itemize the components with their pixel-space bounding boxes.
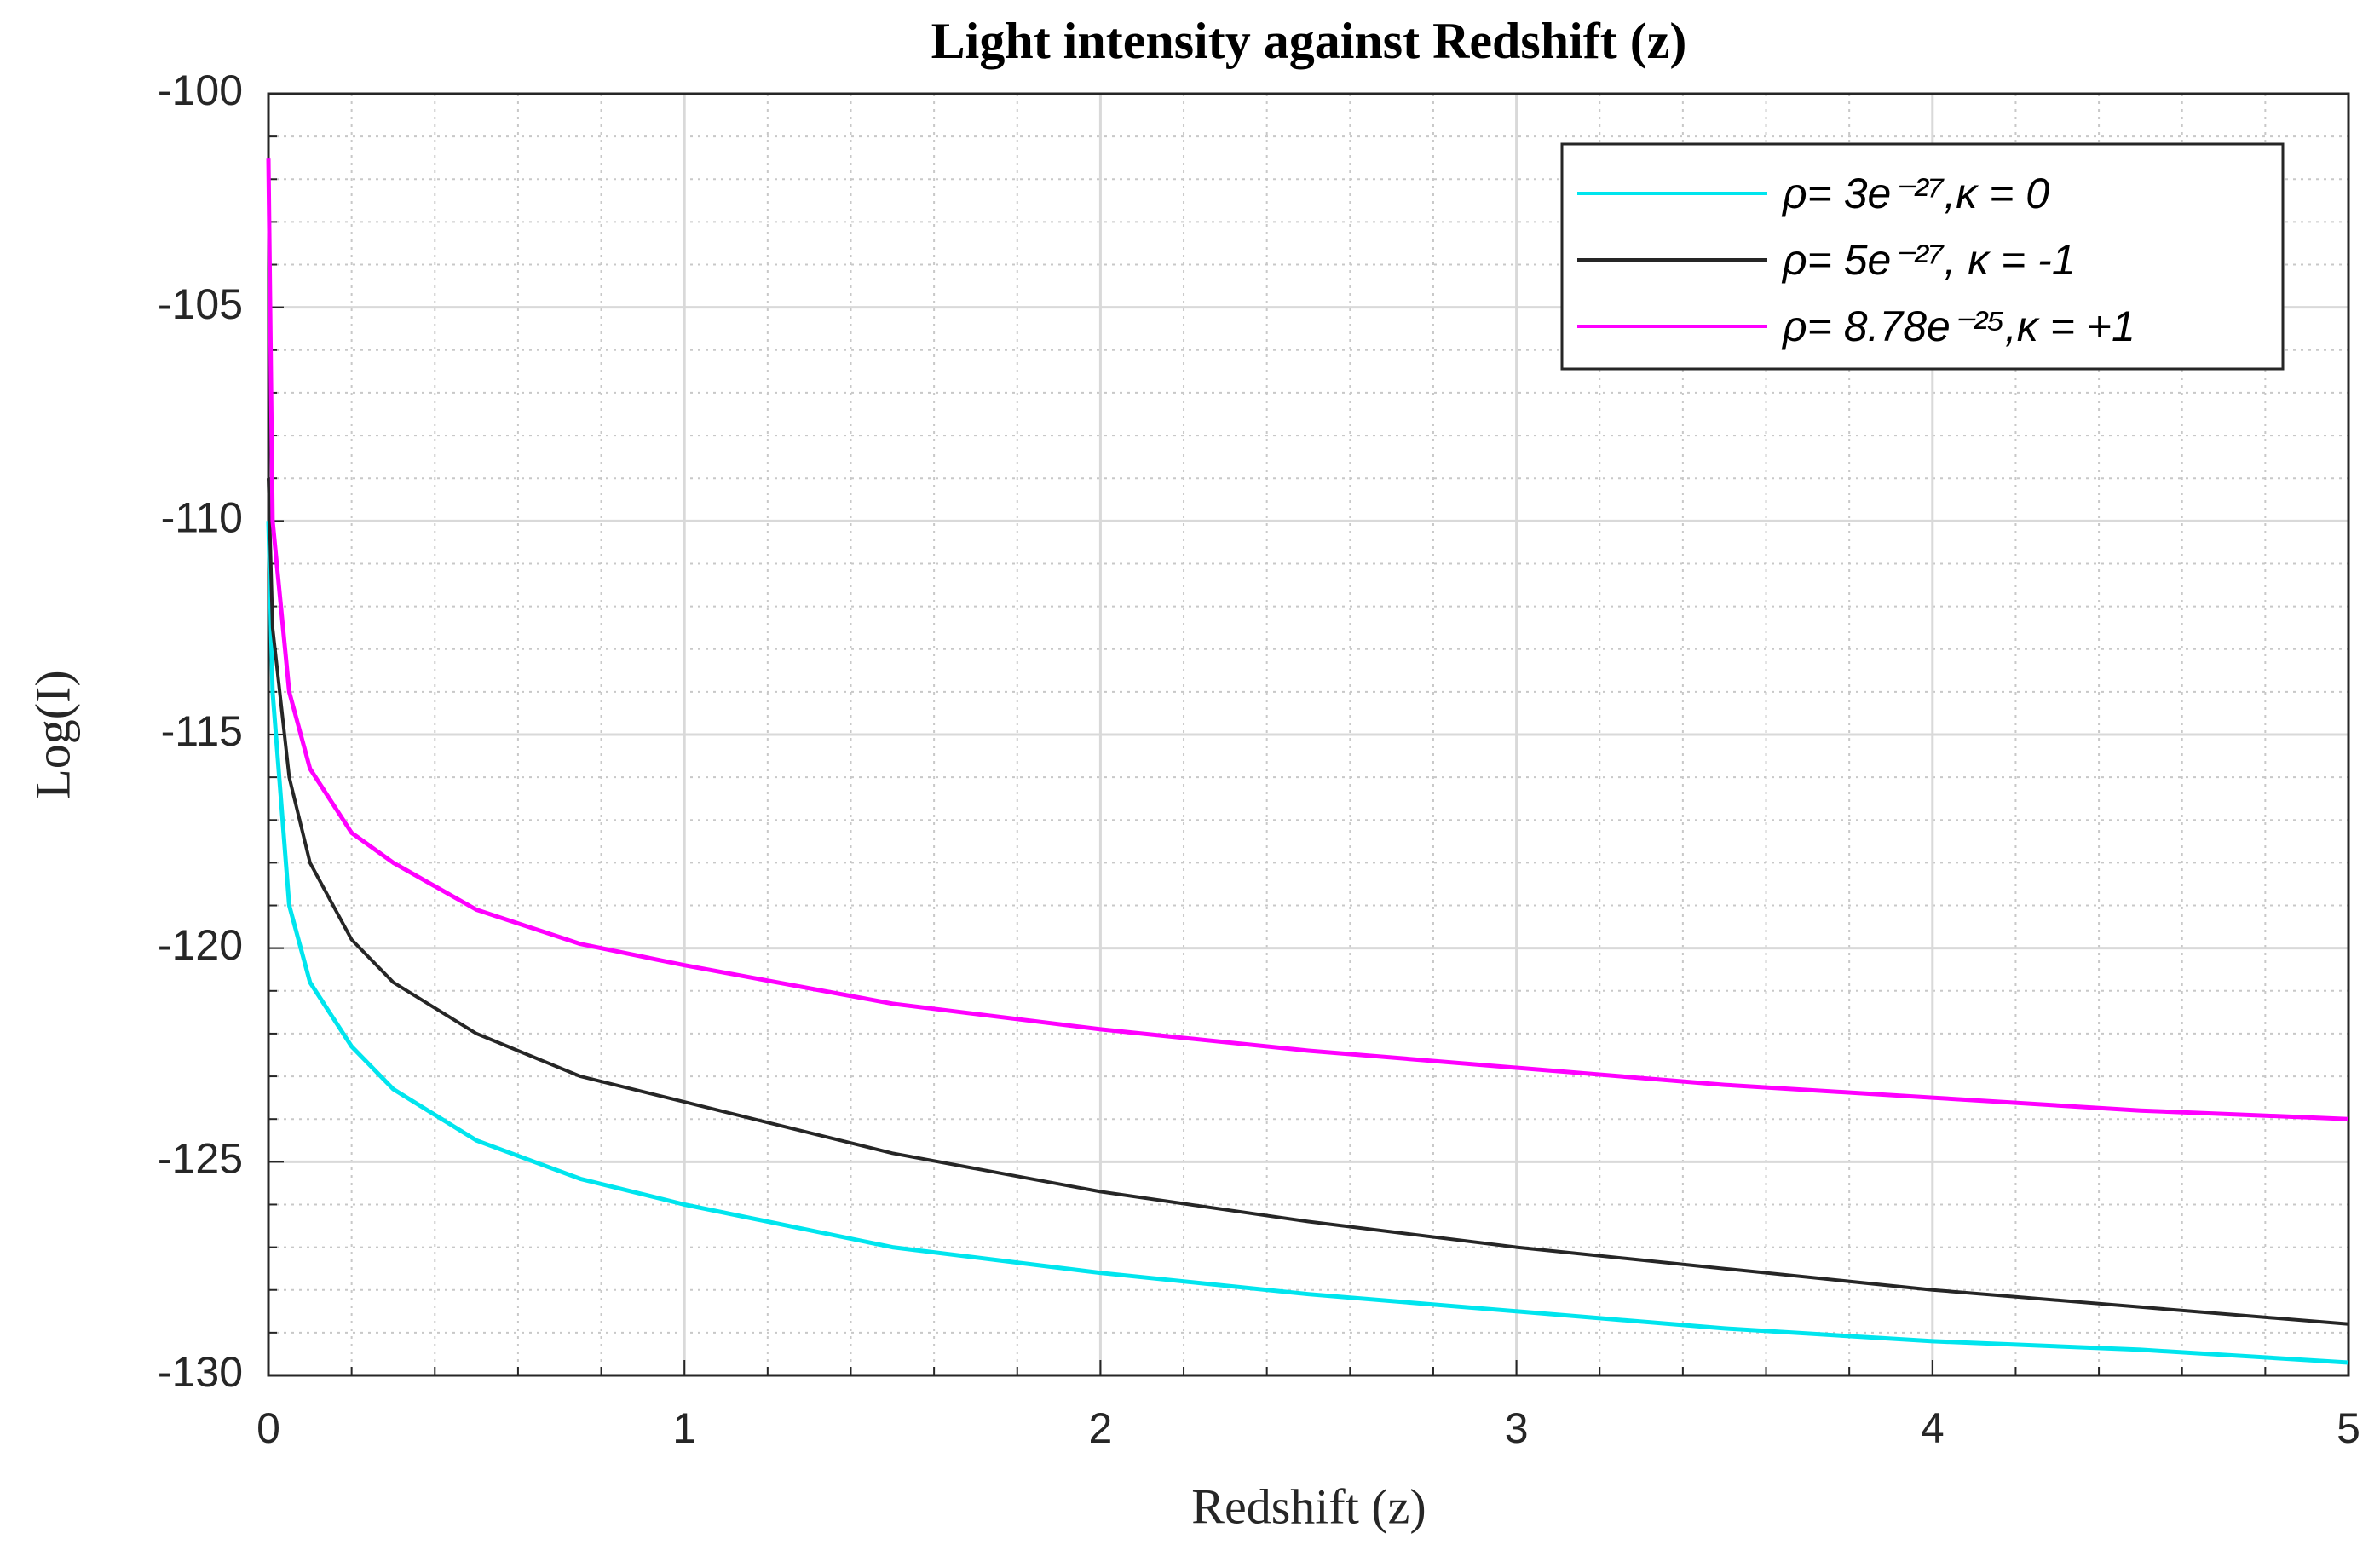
x-tick-label: 3 <box>1505 1404 1529 1452</box>
x-tick-label: 1 <box>672 1404 696 1452</box>
legend-label: ρ= 5e⁻²⁷, κ = -1 <box>1781 236 2076 284</box>
series-line <box>266 521 2349 1365</box>
legend-label: ρ= 3e⁻²⁷,κ = 0 <box>1781 170 2049 217</box>
y-tick-label: -115 <box>161 707 243 755</box>
y-tick-label: -110 <box>161 494 243 542</box>
x-tick-label: 2 <box>1088 1404 1112 1452</box>
x-tick-label: 0 <box>256 1404 280 1452</box>
y-tick-label: -125 <box>158 1135 243 1183</box>
plot-frame <box>267 92 2350 1377</box>
x-tick-label: 5 <box>2337 1404 2360 1452</box>
y-tick-label: -130 <box>158 1348 243 1396</box>
y-tick-label: -100 <box>158 66 243 114</box>
chart-title: Light intensity against Redshift (z) <box>931 13 1687 69</box>
legend-box <box>1560 142 2285 371</box>
x-axis-label: Redshift (z) <box>1191 1478 1426 1534</box>
legend-label: ρ= 8.78e⁻²⁵,κ = +1 <box>1781 303 2135 350</box>
series-line <box>266 158 2349 1121</box>
series-line <box>267 478 2349 1326</box>
y-tick-label: -105 <box>158 280 243 328</box>
x-tick-label: 4 <box>1921 1404 1945 1452</box>
y-axis-label: Log(I) <box>25 670 80 798</box>
y-tick-label: -120 <box>158 921 243 969</box>
